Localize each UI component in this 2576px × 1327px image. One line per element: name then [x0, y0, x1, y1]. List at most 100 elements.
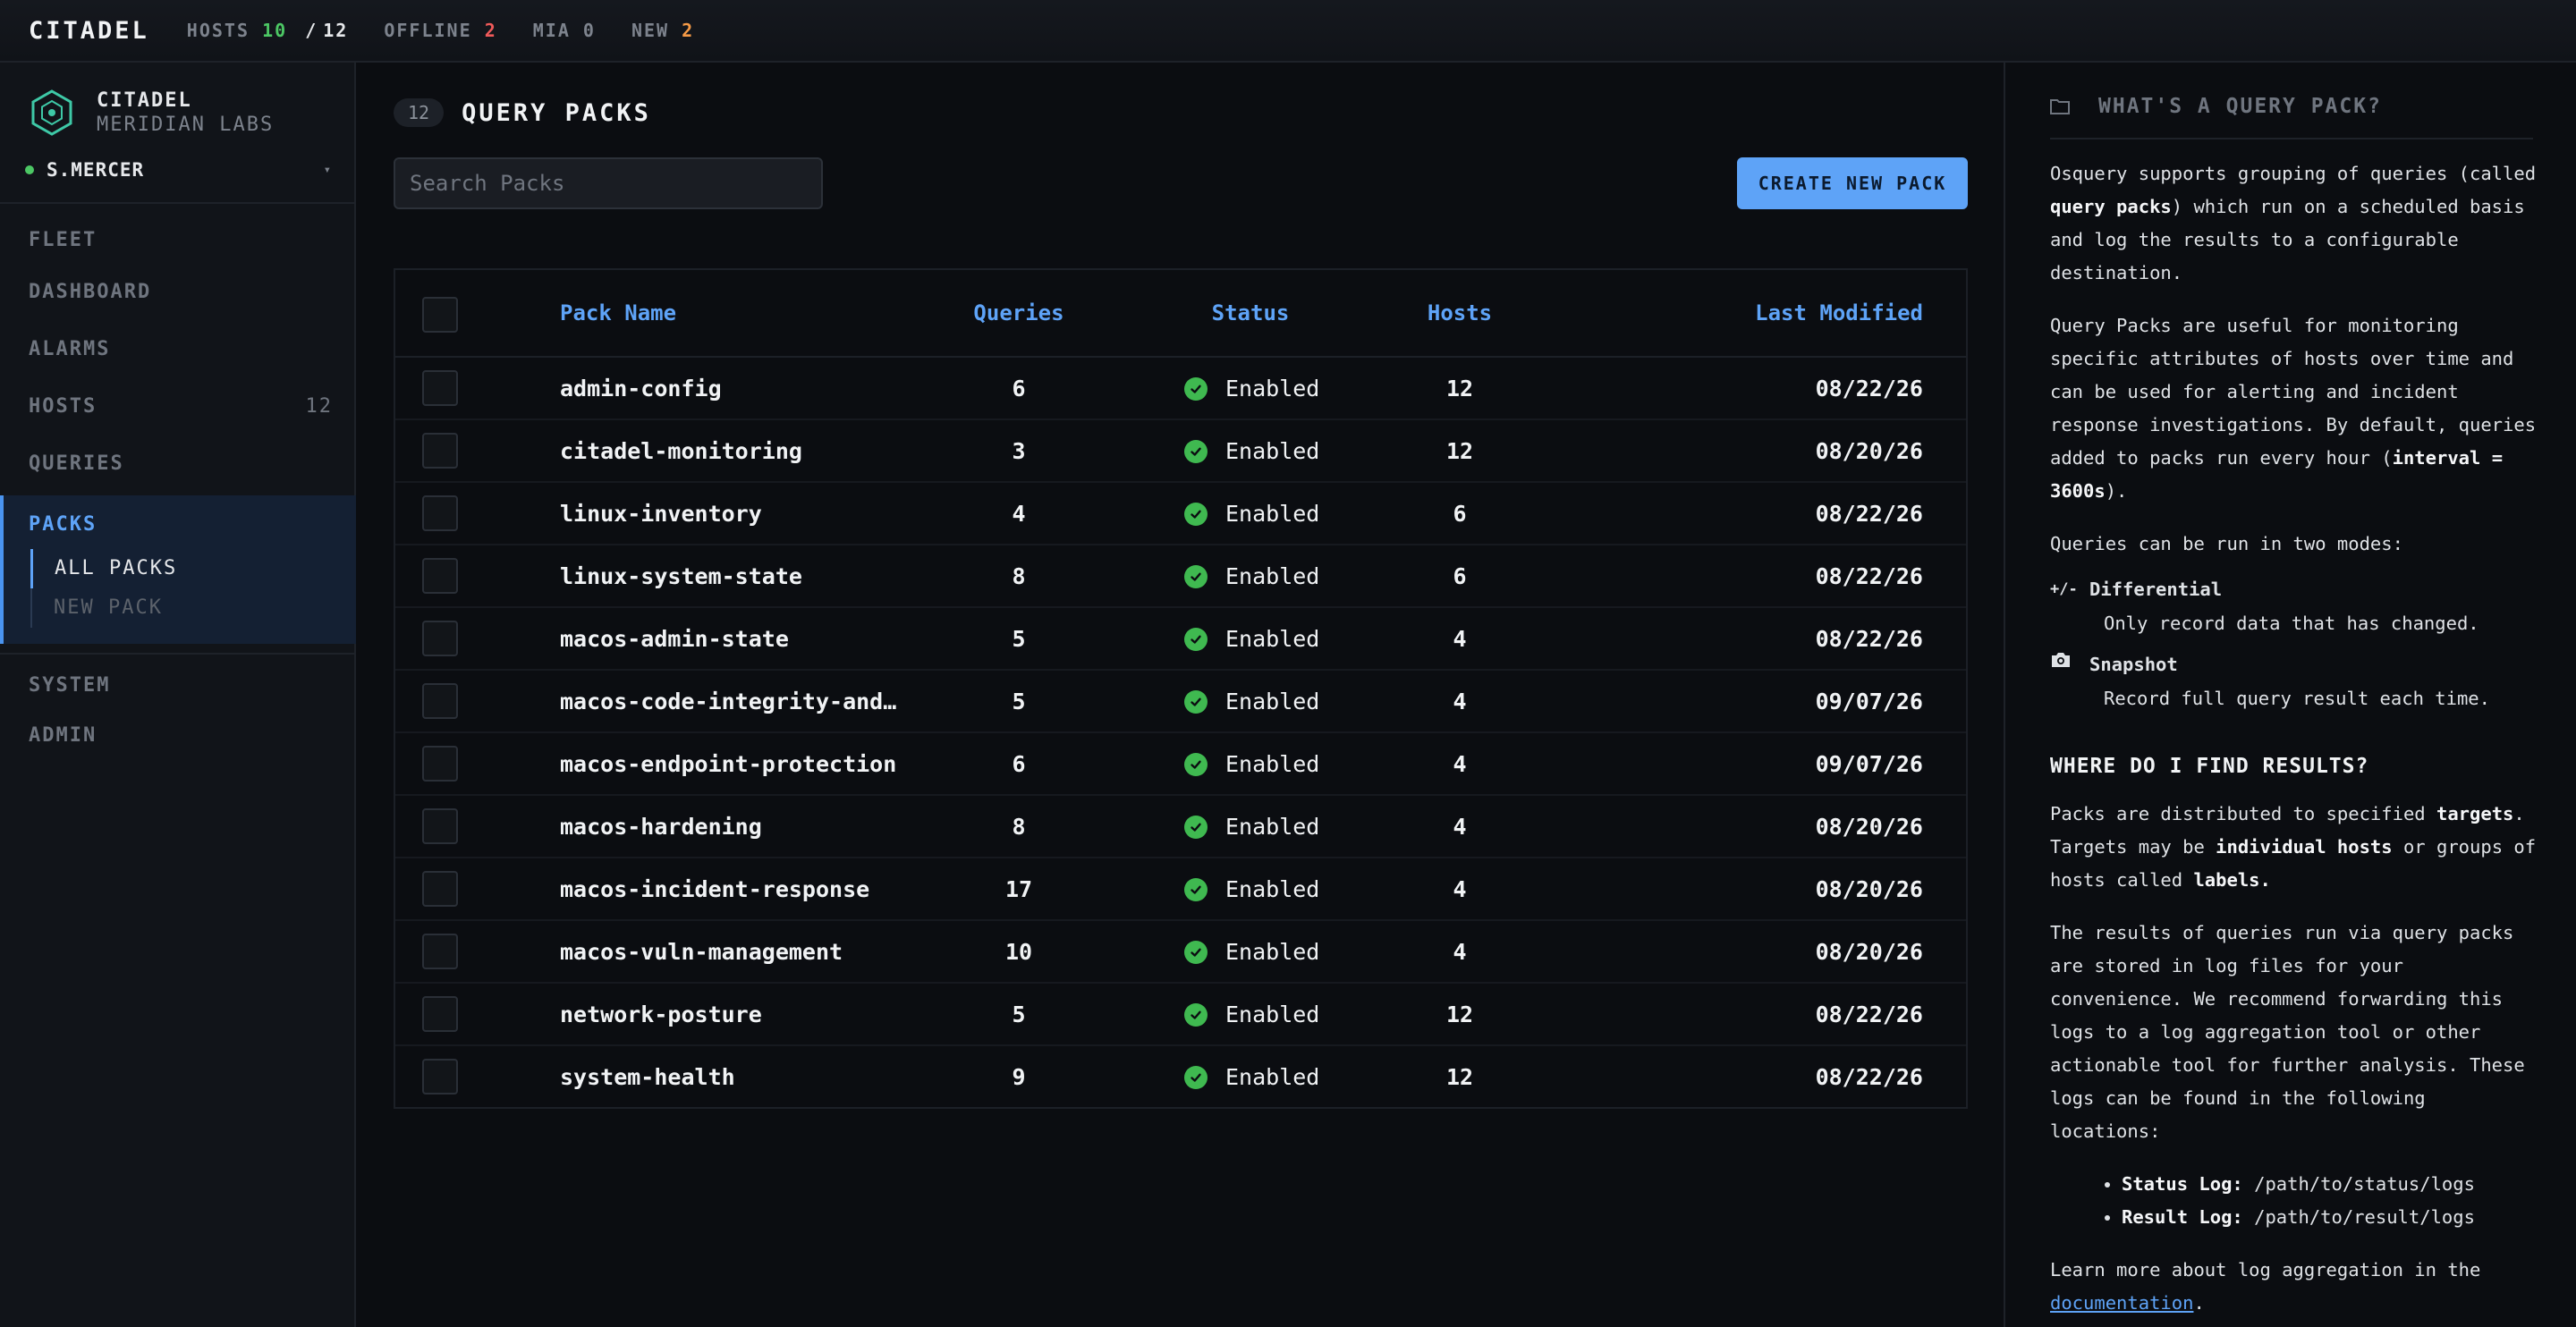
queries-count: 10 — [1004, 939, 1033, 965]
table-row[interactable]: linux-inventory 4 Enabled 6 08/22/26 — [395, 483, 1966, 545]
row-checkbox[interactable] — [422, 558, 458, 594]
nav-hosts[interactable]: HOSTS 12 — [29, 395, 333, 418]
row-checkbox[interactable] — [422, 746, 458, 782]
hosts-stat[interactable]: HOSTS 10 /12 — [187, 20, 349, 41]
last-modified-date: 08/20/26 — [1815, 939, 1923, 965]
pack-name-link[interactable]: macos-hardening — [560, 814, 762, 840]
pack-name-link[interactable]: macos-incident-response — [560, 876, 870, 902]
check-circle-icon — [1184, 502, 1208, 526]
folder-icon — [2050, 99, 2070, 114]
queries-count: 4 — [1012, 501, 1026, 527]
table-row[interactable]: network-posture 5 Enabled 12 08/22/26 — [395, 984, 1966, 1046]
nav-alarms[interactable]: ALARMS — [29, 338, 111, 360]
row-checkbox[interactable] — [422, 1059, 458, 1095]
nav-packs[interactable]: PACKS — [29, 513, 97, 536]
hosts-stat-label: HOSTS — [186, 20, 250, 41]
table-row[interactable]: admin-config 6 Enabled 12 08/22/26 — [395, 358, 1966, 420]
status-cell: Enabled — [1184, 1002, 1319, 1027]
brand-logo-text[interactable]: CITADEL — [29, 16, 149, 45]
pack-name-link[interactable]: admin-config — [560, 376, 722, 401]
help-text: . — [2193, 1292, 2205, 1314]
help-paragraph: Packs are distributed to specified targe… — [2050, 798, 2538, 897]
table-row[interactable]: citadel-monitoring 3 Enabled 12 08/20/26 — [395, 420, 1966, 483]
hosts-separator: / — [305, 20, 318, 41]
last-modified-date: 09/07/26 — [1815, 689, 1923, 714]
row-checkbox[interactable] — [422, 495, 458, 531]
create-new-pack-button[interactable]: CREATE NEW PACK — [1737, 157, 1968, 209]
log-locations-list: Status Log: /path/to/status/logs Result … — [2050, 1168, 2538, 1234]
nav-new-pack[interactable]: NEW PACK — [54, 596, 163, 619]
nav-admin[interactable]: ADMIN — [29, 724, 97, 747]
row-checkbox[interactable] — [422, 871, 458, 907]
documentation-link[interactable]: documentation — [2050, 1292, 2194, 1314]
chevron-down-icon[interactable]: ▾ — [323, 163, 331, 177]
offline-stat[interactable]: OFFLINE 2 — [384, 20, 496, 41]
status-text: Enabled — [1225, 563, 1320, 589]
pack-name-link[interactable]: system-health — [560, 1064, 735, 1090]
column-header-hosts[interactable]: Hosts — [1427, 300, 1493, 325]
table-row[interactable]: macos-incident-response 17 Enabled 4 08/20/2… — [395, 858, 1966, 921]
status-text: Enabled — [1225, 939, 1320, 965]
new-count: 2 — [682, 20, 695, 41]
help-text: Packs are distributed to specified — [2050, 803, 2436, 824]
table-row[interactable]: system-health 9 Enabled 12 08/22/26 — [395, 1046, 1966, 1109]
row-checkbox[interactable] — [422, 370, 458, 406]
log-path: /path/to/result/logs — [2242, 1206, 2475, 1228]
nav-all-packs[interactable]: ALL PACKS — [30, 549, 177, 588]
mode-snapshot: Snapshot — [2050, 647, 2538, 682]
hosts-count: 4 — [1453, 751, 1467, 777]
status-text: Enabled — [1225, 751, 1320, 777]
queries-count: 5 — [1012, 626, 1026, 652]
table-row[interactable]: macos-endpoint-protection 6 Enabled 4 09/07/… — [395, 733, 1966, 796]
pack-name-link[interactable]: citadel-monitoring — [560, 438, 802, 464]
queries-count: 6 — [1012, 376, 1026, 401]
last-modified-date: 08/22/26 — [1815, 501, 1923, 527]
check-circle-icon — [1184, 689, 1208, 714]
pack-name-link[interactable]: linux-system-state — [560, 563, 802, 589]
help-panel-title: WHAT'S A QUERY PACK? — [2098, 95, 2382, 118]
nav-dashboard[interactable]: DASHBOARD — [29, 281, 152, 303]
pack-name-link[interactable]: macos-endpoint-protection — [560, 751, 897, 777]
status-cell: Enabled — [1184, 939, 1319, 965]
table-row[interactable]: macos-code-integrity-and-… 5 Enabled 4 09/07… — [395, 671, 1966, 733]
queries-count: 5 — [1012, 689, 1026, 714]
column-header-status[interactable]: Status — [1211, 300, 1290, 325]
status-cell: Enabled — [1184, 376, 1319, 401]
row-checkbox[interactable] — [422, 683, 458, 719]
pack-name-link[interactable]: network-posture — [560, 1002, 762, 1027]
plus-minus-icon: +/- — [2050, 579, 2078, 598]
pack-name-link[interactable]: macos-admin-state — [560, 626, 789, 652]
pack-name-link[interactable]: linux-inventory — [560, 501, 762, 527]
column-header-pack-name[interactable]: Pack Name — [560, 300, 677, 325]
help-text: Query Packs are useful for monitoring sp… — [2050, 315, 2537, 469]
nav-queries[interactable]: QUERIES — [29, 452, 124, 475]
top-bar: CITADEL HOSTS 10 /12 OFFLINE 2 MIA 0 NEW… — [0, 0, 2576, 63]
status-cell: Enabled — [1184, 501, 1319, 527]
new-stat[interactable]: NEW 2 — [631, 20, 694, 41]
table-row[interactable]: macos-vuln-management 10 Enabled 4 08/20/26 — [395, 921, 1966, 984]
user-name: S.MERCER — [47, 159, 145, 181]
status-cell: Enabled — [1184, 814, 1319, 840]
row-checkbox[interactable] — [422, 433, 458, 469]
user-menu[interactable]: S.MERCER ▾ — [25, 159, 331, 181]
help-paragraph: Learn more about log aggregation in the … — [2050, 1254, 2538, 1320]
table-row[interactable]: macos-hardening 8 Enabled 4 08/20/26 — [395, 796, 1966, 858]
nav-fleet[interactable]: FLEET — [29, 229, 97, 251]
row-checkbox[interactable] — [422, 808, 458, 844]
queries-count: 9 — [1012, 1064, 1026, 1090]
nav-packs-section: PACKS ALL PACKS NEW PACK — [0, 495, 356, 644]
pack-name-link[interactable]: macos-vuln-management — [560, 939, 843, 965]
page-header: 12 QUERY PACKS — [394, 98, 651, 127]
column-header-queries[interactable]: Queries — [973, 300, 1064, 325]
table-row[interactable]: macos-admin-state 5 Enabled 4 08/22/26 — [395, 608, 1966, 671]
select-all-checkbox[interactable] — [422, 297, 458, 333]
mia-stat[interactable]: MIA 0 — [533, 20, 596, 41]
nav-system[interactable]: SYSTEM — [29, 674, 111, 697]
table-row[interactable]: linux-system-state 8 Enabled 6 08/22/26 — [395, 545, 1966, 608]
row-checkbox[interactable] — [422, 934, 458, 969]
row-checkbox[interactable] — [422, 621, 458, 656]
search-packs-input[interactable] — [394, 157, 823, 209]
pack-name-link[interactable]: macos-code-integrity-and-… — [560, 689, 900, 714]
row-checkbox[interactable] — [422, 996, 458, 1032]
column-header-last-modified[interactable]: Last Modified — [1755, 300, 1923, 325]
